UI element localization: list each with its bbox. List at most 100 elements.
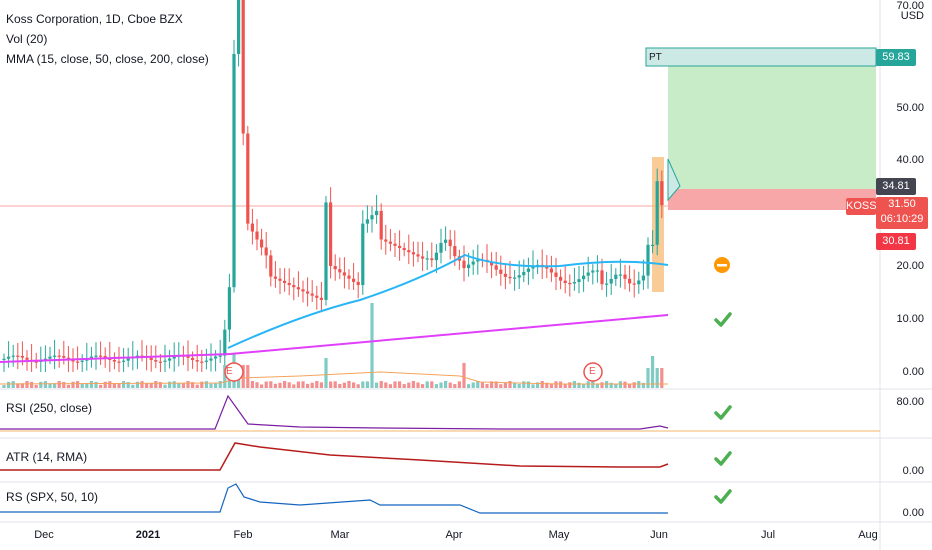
- price-axis-70: 70.00: [896, 0, 924, 12]
- volume-bar: [43, 381, 47, 388]
- candle-body: [439, 242, 443, 253]
- candle-body: [356, 281, 360, 286]
- candle-body: [306, 291, 310, 294]
- volume-bar: [315, 381, 319, 388]
- candle-body: [352, 278, 356, 282]
- volume-bar: [168, 381, 172, 388]
- rsi-line: [0, 394, 669, 430]
- volume-bar: [545, 382, 549, 388]
- volume-bar: [103, 381, 107, 388]
- check-icon: [714, 489, 732, 504]
- candle-body: [89, 356, 93, 359]
- volume-bar: [204, 381, 208, 388]
- volume-bar: [471, 382, 475, 388]
- candle-body: [641, 275, 645, 281]
- volume-bar: [223, 365, 227, 388]
- volume-bar: [80, 383, 84, 388]
- atr-legend[interactable]: ATR (14, RMA): [6, 450, 88, 464]
- volume-bar: [476, 381, 480, 388]
- volume-bar: [632, 382, 636, 388]
- volume-bar: [467, 384, 471, 388]
- candle-body: [347, 275, 351, 279]
- candle-body: [319, 297, 323, 300]
- candle-body: [453, 246, 457, 257]
- rsi-legend[interactable]: RSI (250, close): [6, 401, 93, 415]
- volume-bar: [200, 381, 204, 388]
- volume-bar: [453, 384, 457, 388]
- volume-bar: [66, 384, 70, 388]
- candle-body: [614, 274, 618, 279]
- volume-bar: [135, 381, 139, 388]
- candle-body: [549, 268, 553, 273]
- candle-body: [609, 278, 613, 284]
- volume-bar: [586, 381, 590, 388]
- rs-legend[interactable]: RS (SPX, 50, 10): [6, 490, 99, 504]
- candle-body: [103, 356, 107, 358]
- volume-bar: [549, 383, 553, 388]
- candle-body: [370, 215, 374, 220]
- volume-bar: [614, 383, 618, 388]
- pt-label: PT: [649, 52, 662, 63]
- candle-body: [324, 202, 328, 300]
- volume-bar: [16, 383, 20, 388]
- candle-body: [646, 244, 650, 276]
- candle-body: [430, 258, 434, 261]
- candle-body: [200, 361, 204, 363]
- volume-bar: [651, 356, 655, 388]
- volume-bar: [582, 383, 586, 388]
- candle-body: [586, 272, 590, 276]
- candle-body: [250, 223, 254, 232]
- candle-body: [218, 355, 222, 357]
- volume-bar: [384, 382, 388, 388]
- volume-bar: [53, 383, 57, 388]
- check-icon: [714, 451, 732, 466]
- candle-body: [421, 256, 425, 259]
- volume-bar: [154, 381, 158, 388]
- volume-bar: [425, 381, 429, 388]
- candle-body: [204, 360, 208, 362]
- volume-bar: [209, 383, 213, 388]
- candle-body: [503, 273, 507, 277]
- earnings-marker-feb: [224, 362, 244, 382]
- candle-body: [34, 361, 38, 363]
- volume-bar: [402, 384, 406, 388]
- candle-body: [568, 283, 572, 285]
- volume-legend[interactable]: Vol (20): [6, 32, 48, 46]
- volume-bar: [490, 381, 494, 388]
- volume-bar: [255, 382, 259, 388]
- price-axis-50: 50.00: [896, 102, 924, 114]
- volume-bar: [310, 382, 314, 388]
- candle-body: [278, 278, 282, 281]
- volume-bars: [2, 303, 664, 388]
- candle-body: [499, 269, 503, 274]
- candle-body: [62, 356, 66, 358]
- volume-bar: [655, 368, 659, 388]
- rs-axis: 0.00: [902, 507, 924, 519]
- volume-bar: [365, 381, 369, 388]
- stop-price-tag: 30.81: [876, 233, 916, 250]
- candle-body: [522, 271, 526, 276]
- volume-bar: [554, 381, 558, 388]
- volume-bar: [25, 381, 29, 388]
- time-axis-jun: Jun: [650, 529, 668, 541]
- mma-legend[interactable]: MMA (15, close, 50, close, 200, close): [6, 52, 209, 66]
- volume-bar: [494, 381, 498, 388]
- volume-bar: [195, 384, 199, 388]
- candle-body: [7, 356, 11, 359]
- candle-body: [379, 210, 383, 240]
- volume-bar: [260, 384, 264, 388]
- candle-body: [126, 358, 130, 361]
- price-axis-20: 20.00: [896, 260, 924, 272]
- candle-body: [80, 360, 84, 362]
- currency-label: USD: [900, 10, 924, 22]
- candle-body: [315, 295, 319, 298]
- earnings-marker-may: [583, 362, 603, 382]
- volume-bar: [352, 382, 356, 388]
- volume-bar: [319, 382, 323, 388]
- volume-bar: [250, 381, 254, 388]
- candle-body: [338, 269, 342, 273]
- candle-body: [365, 219, 369, 224]
- time-axis-dec: Dec: [34, 529, 54, 541]
